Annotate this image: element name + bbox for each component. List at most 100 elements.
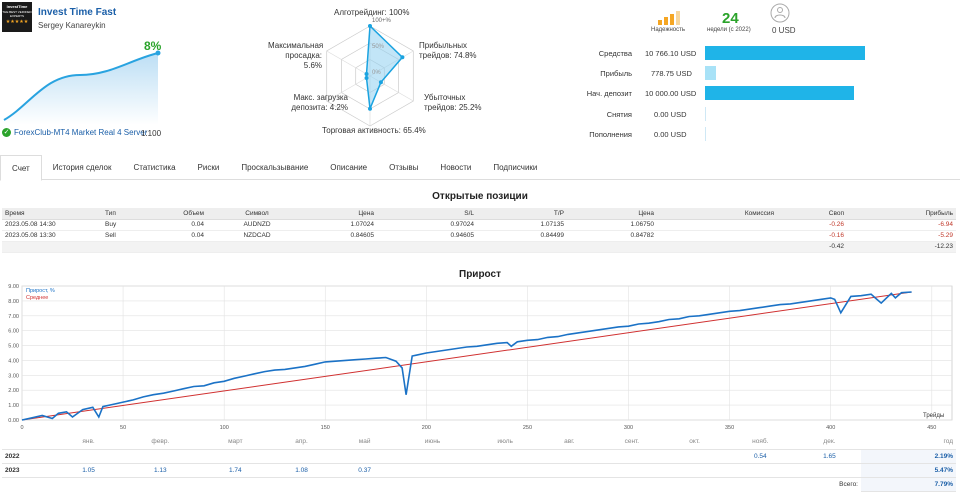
- broker-server[interactable]: ✓ ForexClub-MT4 Market Real 4 Server: [2, 128, 147, 137]
- y-tick-label: 5.00: [8, 344, 19, 350]
- chart-gridlines: [21, 285, 952, 421]
- col-open-price: Цена: [307, 208, 377, 220]
- x-tick-label: 100: [220, 425, 229, 431]
- legend-growth: Прирост, %: [26, 288, 55, 294]
- tab-statistics[interactable]: Статистика: [133, 163, 176, 172]
- signal-author[interactable]: Sergey Kanareykin: [38, 21, 106, 30]
- yearly-row: 2023 1.05 1.13 1.74 1.08 0.37 5.47%: [2, 463, 956, 478]
- y-tick-label: 4.00: [8, 358, 19, 364]
- x-tick-label: 50: [120, 425, 126, 431]
- broker-name: ForexClub-MT4 Market Real 4 Server: [14, 128, 148, 137]
- overall-label: Всего:: [839, 480, 858, 488]
- stat-value-deposits: 0.00 USD: [654, 130, 687, 139]
- y-tick-label: 6.00: [8, 329, 19, 335]
- month-value: [468, 463, 542, 478]
- cell-volume: 0.04: [147, 219, 207, 231]
- signal-logo: InvestTime THE BEST VERIFIED EXPERTS ★★★…: [2, 2, 32, 32]
- series-line-average: [21, 291, 912, 421]
- growth-chart: 0.00 1.00 2.00 3.00 4.00 5.00 6.00 7.00 8.00 9.00…: [8, 284, 953, 431]
- radar-label-algo: Алготрейдинг: 100%: [334, 8, 410, 17]
- year-total: 5.47%: [861, 463, 956, 478]
- overall-value: 7.79%: [861, 477, 956, 492]
- radar-axis-load: [326, 75, 371, 102]
- month-value: 1.05: [57, 463, 121, 478]
- subscribers-icon: [770, 3, 790, 23]
- month-value: [396, 449, 469, 464]
- total-swap: -0.42: [777, 241, 847, 253]
- logo-subtitle: THE BEST VERIFIED EXPERTS: [2, 10, 32, 18]
- table-row[interactable]: 2023.05.08 13:30 Sell 0.04 NZDCAD 0.8460…: [2, 230, 956, 242]
- month-jan: янв.: [57, 435, 121, 450]
- cell-open-price: 1.07024: [307, 219, 377, 231]
- x-tick-label: 0: [20, 425, 23, 431]
- tab-description[interactable]: Описание: [330, 163, 368, 172]
- stat-bar-equity: [705, 46, 865, 60]
- open-positions-title: Открытые позиции: [432, 191, 528, 202]
- month-value: [57, 449, 121, 464]
- signal-title[interactable]: Invest Time Fast: [38, 7, 117, 18]
- stat-value-initial-deposit: 10 000.00 USD: [645, 89, 697, 98]
- month-value: [200, 449, 271, 464]
- cell-swap: -0.16: [777, 230, 847, 242]
- cell-sl: 0.97024: [377, 219, 477, 231]
- tab-bar: Счет История сделок Статистика Риски Про…: [0, 155, 960, 181]
- y-tick-label: 9.00: [8, 284, 19, 290]
- cell-price: 0.84782: [567, 230, 657, 242]
- rating-stars-icon: ★★★★★: [5, 19, 29, 25]
- y-tick-label: 1.00: [8, 403, 19, 409]
- stat-bar-withdrawals: [705, 107, 706, 121]
- month-dec: дек.: [797, 435, 861, 450]
- cell-time: 2023.05.08 13:30: [2, 230, 102, 242]
- tab-risks[interactable]: Риски: [197, 163, 220, 172]
- x-tick-label: 400: [826, 425, 835, 431]
- cell-commission: [657, 219, 777, 231]
- radar-tick-0: 0%: [372, 70, 381, 76]
- table-totals-row: -0.42 -12.23: [2, 241, 956, 253]
- y-tick-labels: 0.00 1.00 2.00 3.00 4.00 5.00 6.00 7.00 8.00 9.00: [8, 284, 19, 424]
- cell-commission: [657, 230, 777, 242]
- cell-type: Buy: [102, 219, 147, 231]
- month-jun: июнь: [396, 435, 469, 450]
- month-value: 1.65: [797, 449, 861, 464]
- mini-growth-line: [3, 52, 159, 121]
- month-jul: июль: [468, 435, 542, 450]
- month-oct: окт.: [666, 435, 723, 450]
- table-row[interactable]: 2023.05.08 14:30 Buy 0.04 AUDNZD 1.07024…: [2, 219, 956, 231]
- yearly-header-row: янв. февр. март апр. май июнь июль авг. …: [2, 435, 956, 450]
- tab-news[interactable]: Новости: [440, 163, 472, 172]
- total-profit: -12.23: [847, 241, 956, 253]
- tab-trade-history[interactable]: История сделок: [52, 163, 112, 172]
- reliability-label: Надежность: [651, 27, 685, 33]
- month-feb: февр.: [120, 435, 201, 450]
- tab-account[interactable]: Счет: [0, 155, 42, 181]
- y-tick-label: 3.00: [8, 373, 19, 379]
- month-value: [333, 449, 397, 464]
- radar-point-loss_trades: [378, 80, 383, 85]
- month-value: [396, 463, 469, 478]
- radar-label-drawdown: Максимальная просадка: 5.6%: [268, 41, 324, 71]
- radar-label-profit-trades-line1: Прибыльных: [419, 41, 468, 50]
- col-tp: T/P: [477, 208, 567, 220]
- month-value: [597, 449, 667, 464]
- month-value: [120, 449, 201, 464]
- col-symbol: Символ: [207, 208, 307, 220]
- y-tick-label: 2.00: [8, 388, 19, 394]
- radar-label-load-line1: Макс. загрузка: [293, 93, 348, 102]
- month-aug: авг.: [541, 435, 598, 450]
- month-value: 1.74: [200, 463, 271, 478]
- tab-subscribers[interactable]: Подписчики: [493, 163, 538, 172]
- stat-label-withdrawals: Снятия: [606, 110, 632, 119]
- cell-profit: -6.94: [847, 219, 956, 231]
- month-value: [541, 463, 598, 478]
- radar-label-drawdown-line1: Максимальная: [268, 41, 324, 50]
- radar-point-drawdown: [364, 72, 369, 76]
- tab-slippage[interactable]: Проскальзывание: [241, 163, 309, 172]
- radar-label-loss-trades-line1: Убыточных: [424, 93, 466, 102]
- series-line-growth: [21, 291, 912, 421]
- col-sl: S/L: [377, 208, 477, 220]
- col-commission: Комиссия: [657, 208, 777, 220]
- cell-type: Sell: [102, 230, 147, 242]
- col-volume: Объем: [147, 208, 207, 220]
- x-tick-labels: 0 50 100 150 200 250 300 350 400 450: [20, 425, 936, 431]
- tab-reviews[interactable]: Отзывы: [389, 163, 419, 172]
